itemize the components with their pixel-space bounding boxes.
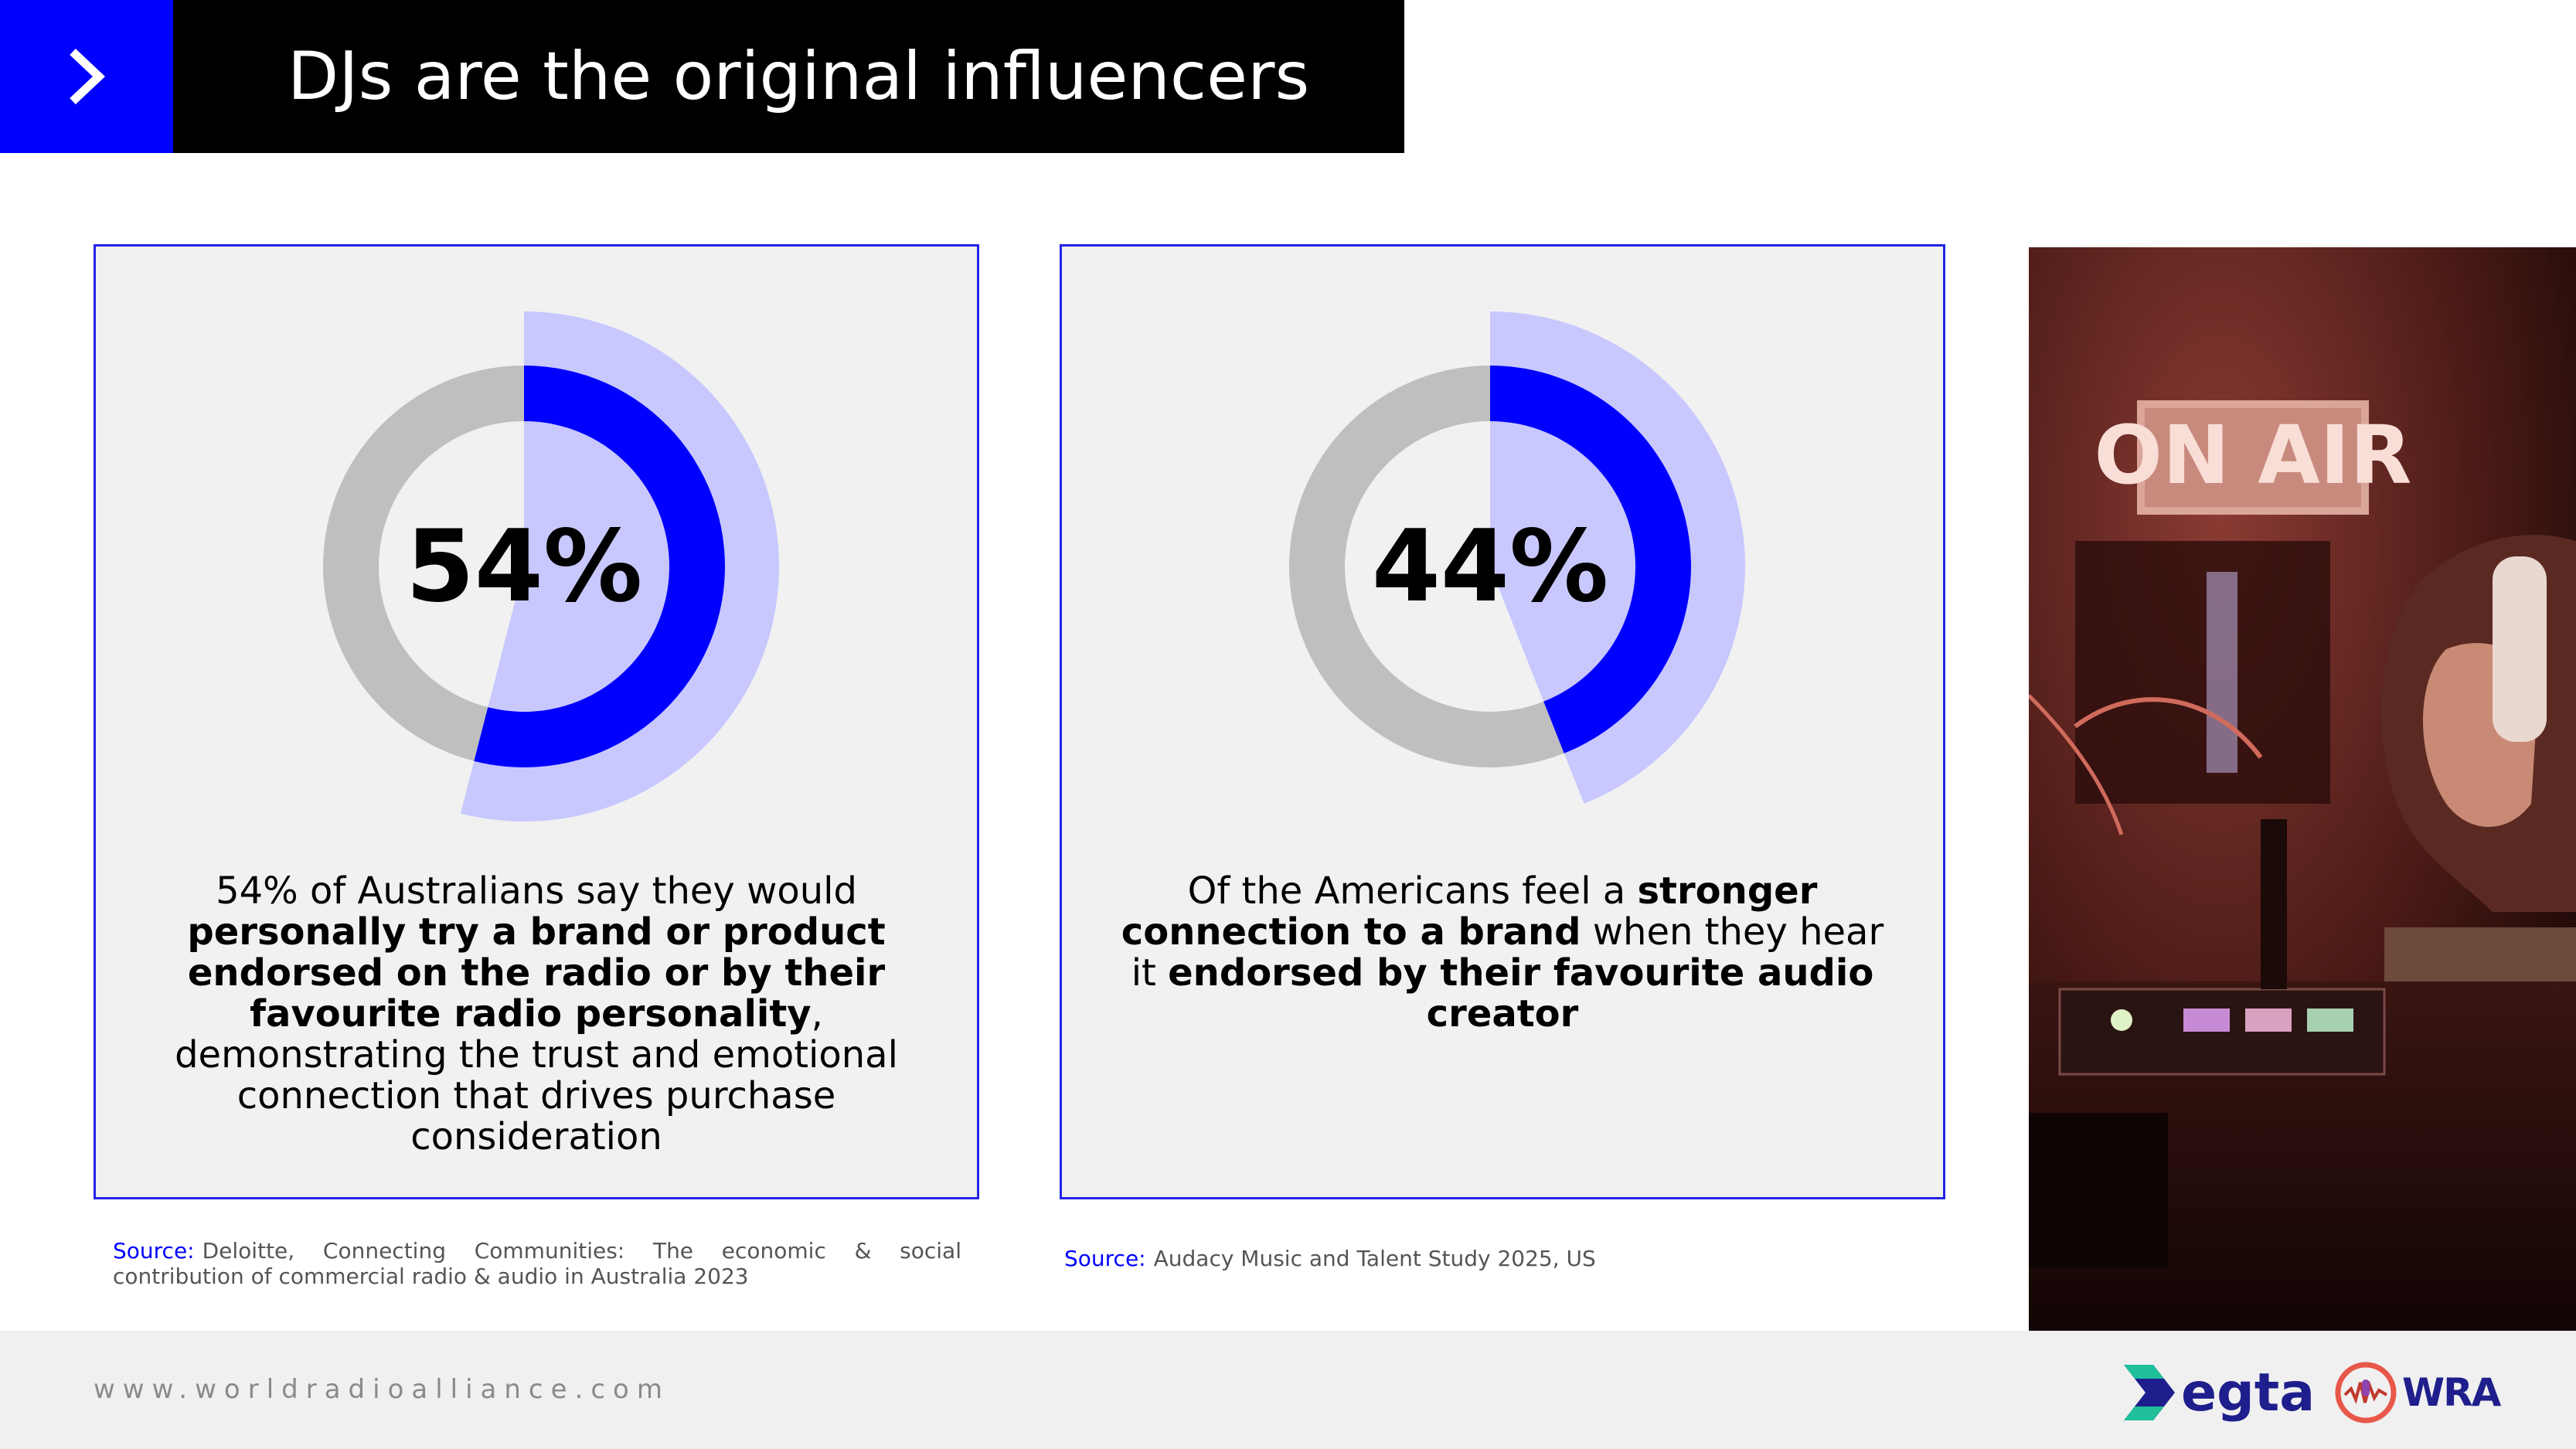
chevron-right-icon (70, 48, 106, 105)
donut-chart-americans: 44% (1289, 311, 1745, 804)
wra-logo-text: WRA (2402, 1370, 2501, 1415)
dj-photo: ON AIR (2029, 247, 2576, 1331)
description-segment: when they hear it (1131, 910, 1884, 995)
wra-logo-mark (2335, 1362, 2397, 1423)
footer-url[interactable]: www.worldradioalliance.com (94, 1374, 670, 1405)
donut-chart-australia: 54% (323, 311, 779, 821)
stat-card-americans: 44% Of the Americans feel a stronger con… (1060, 244, 1945, 1199)
description-segment: stronger connection to a brand (1121, 869, 1818, 954)
source-text: Audacy Music and Talent Study 2025, US (1153, 1246, 1596, 1271)
card-description-americans: Of the Americans feel a stronger connect… (1108, 871, 1897, 1035)
egta-logo-mark (2124, 1365, 2175, 1420)
source-label: Source: (1064, 1246, 1146, 1271)
description-segment: 54% of Australians say they would (216, 869, 857, 913)
card-description-australia: 54% of Australians say they would person… (142, 871, 931, 1158)
egta-logo-text: egta (2181, 1362, 2316, 1423)
donut-remainder-segment (1289, 366, 1564, 767)
page-title: DJs are the original influencers (288, 38, 1310, 115)
header-bar: DJs are the original influencers (0, 0, 1404, 153)
description-segment: Of the Americans feel a (1187, 869, 1638, 913)
donut-center-label: 54% (406, 509, 642, 624)
donut-value-segment (1490, 366, 1691, 753)
donut-center-label: 44% (1372, 509, 1608, 624)
donut-value-segment (474, 366, 726, 768)
stat-card-australia: 54% 54% of Australians say they would pe… (94, 244, 979, 1199)
donut-remainder-segment (323, 366, 524, 761)
header-accent (0, 0, 173, 153)
description-segment: endorsed by their favourite audio creato… (1168, 951, 1874, 1036)
description-segment: , demonstrating the trust and emotional … (175, 992, 898, 1158)
source-label: Source: (113, 1238, 195, 1264)
donut-highlight-sector (460, 311, 779, 821)
source-note-americans: Source: Audacy Music and Talent Study 202… (1064, 1246, 1837, 1271)
source-text: Deloitte, Connecting Communities: The ec… (113, 1238, 961, 1289)
wra-logo: WRA (2334, 1362, 2501, 1423)
egta-logo: egta (2124, 1362, 2315, 1423)
dj-photo-illustration: ON AIR (2029, 247, 2576, 1331)
on-air-sign: ON AIR (2094, 408, 2412, 502)
description-segment: personally try a brand or product endors… (187, 910, 886, 1036)
source-note-australia: Source: Deloitte, Connecting Communities:… (113, 1238, 961, 1289)
